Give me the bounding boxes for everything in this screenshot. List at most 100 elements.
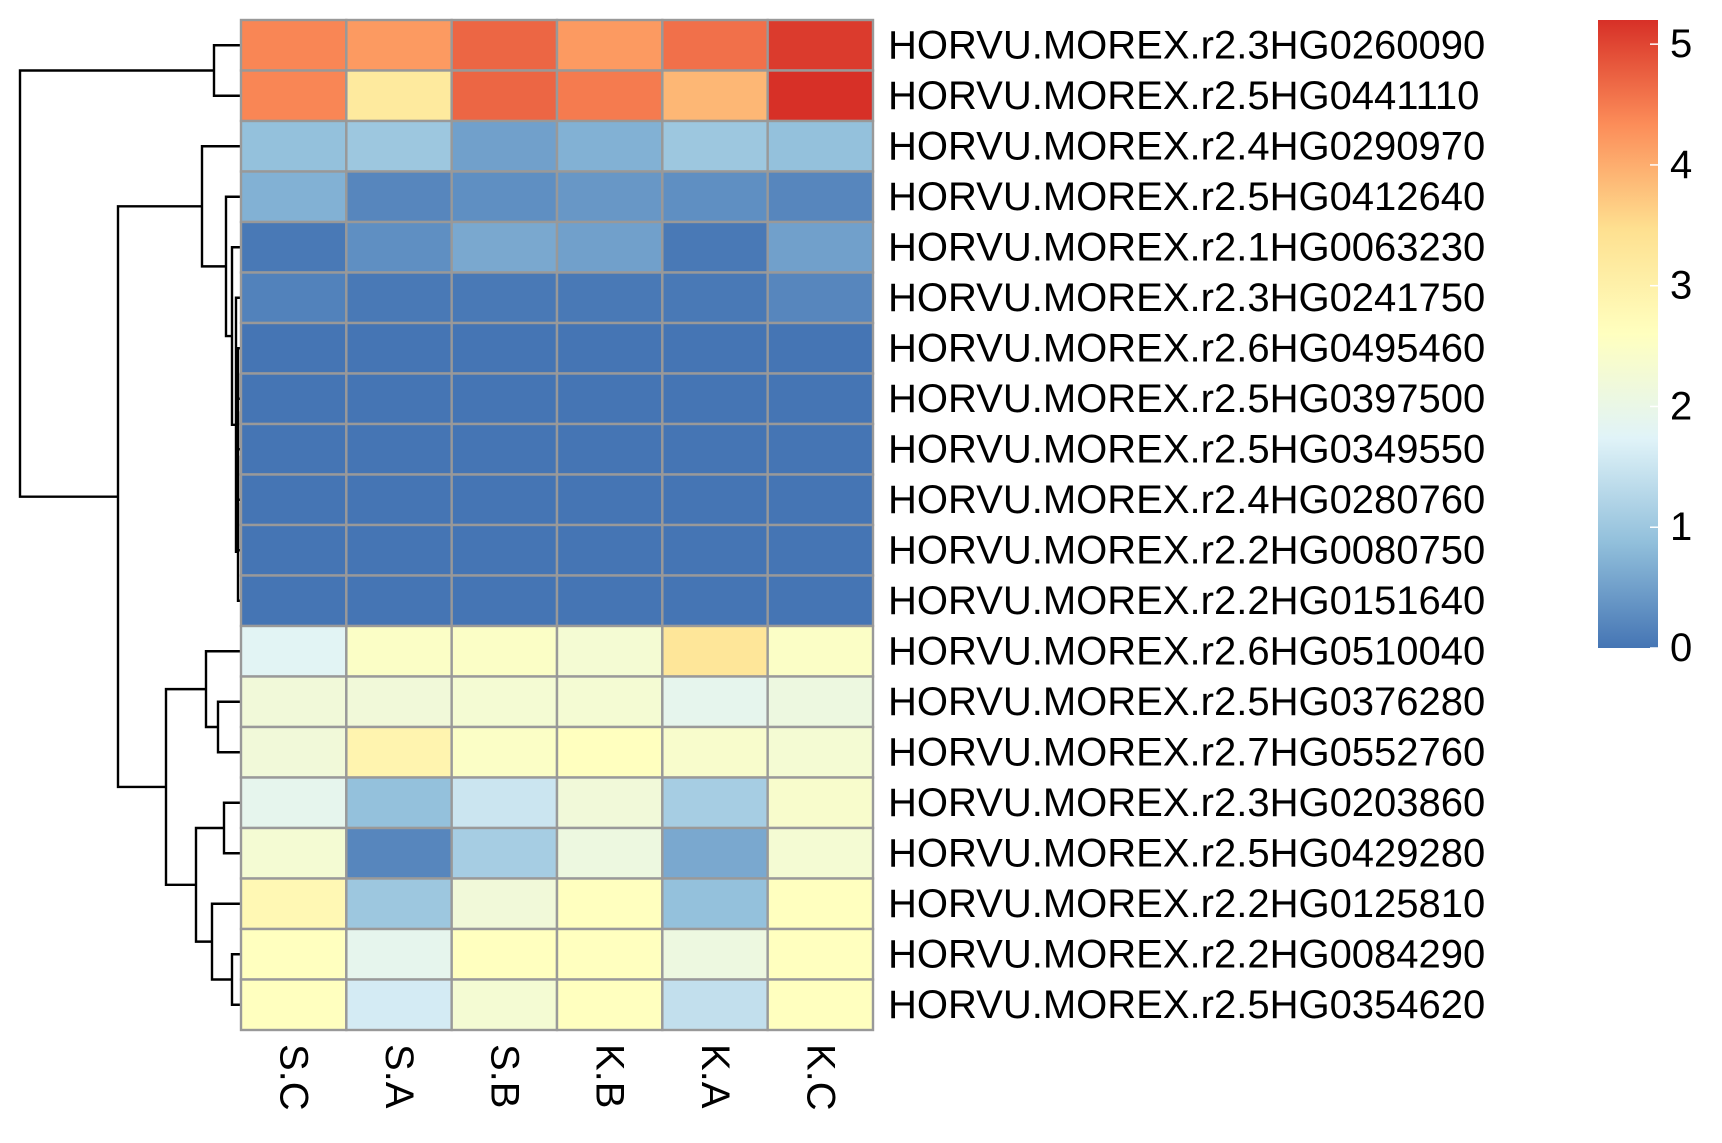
heatmap-cell — [766, 725, 875, 779]
heatmap-cell — [239, 624, 348, 678]
heatmap-cell — [239, 877, 348, 931]
heatmap-cell — [555, 624, 664, 678]
heatmap-cell — [661, 776, 769, 830]
row-label: HORVU.MOREX.r2.6HG0510040 — [888, 629, 1485, 673]
heatmap-cell — [239, 927, 348, 981]
heatmap-cell — [555, 927, 664, 981]
row-label: HORVU.MOREX.r2.5HG0441110 — [888, 74, 1479, 118]
heatmap-cell — [766, 826, 875, 880]
heatmap-cell — [239, 321, 348, 375]
heatmap-cell — [345, 725, 453, 779]
heatmap-cell — [450, 574, 559, 628]
heatmap-cell — [555, 978, 664, 1032]
heatmap-cell — [555, 271, 664, 325]
heatmap-cell — [555, 725, 664, 779]
heatmap-cell — [661, 271, 769, 325]
heatmap-cell — [555, 119, 664, 173]
legend-tick-label: 2 — [1670, 384, 1692, 428]
heatmap-cell — [450, 927, 559, 981]
heatmap-cell — [766, 523, 875, 577]
row-label: HORVU.MOREX.r2.3HG0203860 — [888, 781, 1485, 825]
heatmap-cell — [766, 170, 875, 224]
heatmap-cell — [345, 624, 453, 678]
heatmap-cell — [555, 776, 664, 830]
row-label: HORVU.MOREX.r2.3HG0241750 — [888, 276, 1485, 320]
heatmap-cell — [345, 18, 453, 72]
heatmap-cell — [766, 574, 875, 628]
heatmap-cell — [450, 624, 559, 678]
heatmap-cell — [450, 725, 559, 779]
dendrogram-branch — [216, 700, 241, 754]
row-label: HORVU.MOREX.r2.5HG0412640 — [888, 175, 1485, 219]
heatmap-cell — [661, 321, 769, 375]
heatmap-cell — [661, 18, 769, 72]
heatmap-cell — [661, 978, 769, 1032]
heatmap-cell — [766, 624, 875, 678]
heatmap-cell — [661, 69, 769, 123]
row-label: HORVU.MOREX.r2.5HG0429280 — [888, 831, 1485, 875]
heatmap-cell — [345, 119, 453, 173]
heatmap-cell — [661, 725, 769, 779]
heatmap-cell — [766, 119, 875, 173]
row-label: HORVU.MOREX.r2.5HG0376280 — [888, 680, 1485, 724]
heatmap-cells — [239, 18, 875, 1032]
row-dendrogram — [18, 44, 241, 1006]
heatmap-cell — [239, 523, 348, 577]
dendrogram-branch — [212, 44, 241, 97]
heatmap-cell — [661, 826, 769, 880]
heatmap-cell — [661, 523, 769, 577]
row-label: HORVU.MOREX.r2.2HG0151640 — [888, 579, 1485, 623]
heatmap-cell — [766, 220, 875, 274]
row-label: HORVU.MOREX.r2.4HG0290970 — [888, 124, 1485, 168]
heatmap-cell — [450, 675, 559, 729]
row-label: HORVU.MOREX.r2.5HG0397500 — [888, 377, 1485, 421]
heatmap-cell — [555, 321, 664, 375]
heatmap-cell — [239, 170, 348, 224]
color-legend: 0 1 2 3 4 5 — [1598, 20, 1692, 670]
heatmap-cell — [345, 69, 453, 123]
heatmap-cell — [766, 776, 875, 830]
heatmap-cell — [555, 574, 664, 628]
heatmap-cell — [450, 321, 559, 375]
heatmap-cell — [450, 170, 559, 224]
heatmap-cell — [345, 271, 453, 325]
heatmap-cell — [555, 220, 664, 274]
heatmap-cell — [239, 271, 348, 325]
heatmap-cell — [450, 271, 559, 325]
heatmap-cell — [450, 69, 559, 123]
legend-tick-label: 1 — [1670, 505, 1692, 549]
row-label: HORVU.MOREX.r2.6HG0495460 — [888, 326, 1485, 370]
heatmap-cell — [345, 877, 453, 931]
heatmap-cell — [450, 18, 559, 72]
heatmap-cell — [766, 978, 875, 1032]
heatmap-cell — [766, 877, 875, 931]
heatmap-cell — [239, 220, 348, 274]
heatmap-cell — [239, 826, 348, 880]
row-label: HORVU.MOREX.r2.5HG0354620 — [888, 983, 1485, 1027]
heatmap-cell — [555, 422, 664, 476]
heatmap-cell — [766, 321, 875, 375]
legend-tick-label: 0 — [1670, 626, 1692, 670]
dendrogram-branch — [194, 826, 224, 943]
heatmap-cell — [661, 220, 769, 274]
heatmap-cell — [555, 372, 664, 426]
heatmap-cell — [239, 69, 348, 123]
heatmap-cell — [555, 18, 664, 72]
heatmap-cell — [661, 372, 769, 426]
legend-tick-label: 3 — [1670, 264, 1692, 308]
column-label: K.B — [588, 1044, 632, 1108]
column-labels: S.C S.A S.B K.B K.A K.C — [272, 1044, 843, 1111]
heatmap-cell — [345, 321, 453, 375]
heatmap-cell — [345, 523, 453, 577]
heatmap-cell — [661, 927, 769, 981]
heatmap-cell — [345, 473, 453, 527]
dendrogram-branch — [204, 650, 241, 729]
row-label: HORVU.MOREX.r2.7HG0552760 — [888, 730, 1485, 774]
heatmap-cell — [239, 978, 348, 1032]
heatmap-cell — [239, 473, 348, 527]
heatmap-cell — [345, 978, 453, 1032]
heatmap-cell — [239, 675, 348, 729]
row-label: HORVU.MOREX.r2.3HG0260090 — [888, 23, 1485, 67]
